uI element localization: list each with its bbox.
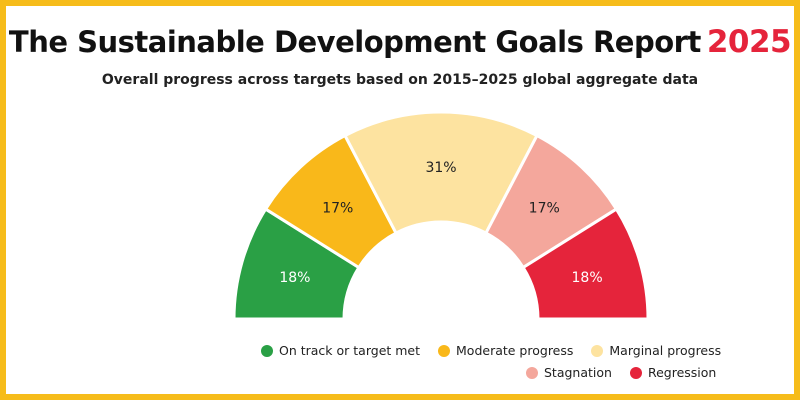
progress-gauge-chart: 18% 17% 31% 17% 18% xyxy=(232,110,650,321)
report-year: 2025 xyxy=(706,24,792,60)
legend-item-marginal: Marginal progress xyxy=(591,343,721,358)
legend-label-marginal: Marginal progress xyxy=(609,343,722,358)
gauge-label-regression: 18% xyxy=(572,270,603,286)
legend-label-on-track: On track or target met xyxy=(279,343,421,358)
gauge-label-moderate: 17% xyxy=(322,200,353,216)
gauge-label-on-track: 18% xyxy=(279,270,310,286)
legend-row-2: Stagnation Regression xyxy=(526,365,730,382)
gauge-segment-regression xyxy=(521,206,650,321)
legend-swatch-stagnation xyxy=(526,366,538,379)
gauge-segment-marginal xyxy=(342,110,540,236)
legend-swatch-moderate xyxy=(438,344,451,357)
legend-row-1: On track or target met Moderate progress… xyxy=(261,343,735,360)
gauge-label-stagnation: 17% xyxy=(529,200,560,216)
report-title: The Sustainable Development Goals Report xyxy=(8,25,701,59)
chart-subtitle: Overall progress across targets based on… xyxy=(101,72,699,88)
legend-item-stagnation: Stagnation xyxy=(526,365,612,380)
legend-swatch-marginal xyxy=(591,344,604,357)
legend-item-regression: Regression xyxy=(629,365,717,380)
legend-label-moderate: Moderate progress xyxy=(456,343,574,358)
legend-item-on-track: On track or target met xyxy=(261,343,420,358)
legend-swatch-on-track xyxy=(261,344,273,357)
gauge-label-marginal: 31% xyxy=(425,160,456,176)
report-title-row: The Sustainable Development Goals Report… xyxy=(6,24,794,60)
legend-label-stagnation: Stagnation xyxy=(544,365,612,380)
legend-item-moderate: Moderate progress xyxy=(438,343,573,358)
legend-swatch-regression xyxy=(629,366,642,379)
legend-label-regression: Regression xyxy=(647,365,717,380)
